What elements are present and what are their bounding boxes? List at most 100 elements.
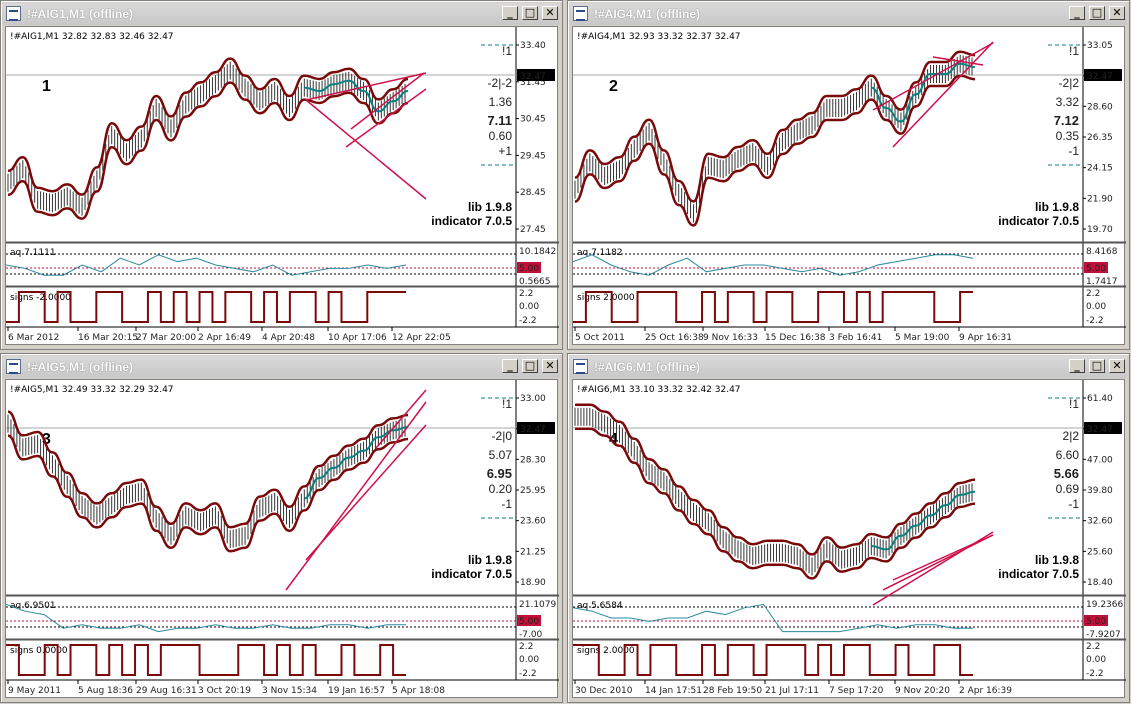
stat-value: 7.11	[487, 113, 512, 128]
close-button[interactable]: ✕	[1109, 359, 1125, 373]
x-tick-label: 28 Feb 19:50	[703, 686, 762, 696]
aq-level-badge	[517, 262, 541, 273]
lib-version-label: lib 1.9.8	[468, 200, 512, 214]
signs-label: signs 2.0000	[577, 293, 635, 303]
stat-value: 0.20	[489, 482, 513, 496]
close-button[interactable]: ✕	[542, 359, 558, 373]
maximize-button[interactable]: □	[522, 359, 538, 373]
symbol-header: !#AIG6,M1 33.10 33.32 32.42 32.47	[577, 385, 741, 395]
y-tick-label: 18.40	[1087, 578, 1113, 588]
y-tick-label: 28.45	[520, 188, 546, 198]
stat-value: !1	[1069, 44, 1079, 58]
current-price-badge	[517, 69, 555, 81]
y-tick-label: 28.30	[520, 455, 546, 465]
indicator-version-label: indicator 7.0.5	[431, 567, 512, 581]
y-tick-label: 33.05	[1087, 41, 1113, 51]
current-price-badge	[1084, 422, 1122, 434]
stat-value: -2|0	[492, 429, 513, 443]
maximize-button[interactable]: □	[1089, 359, 1105, 373]
aq-line	[573, 603, 973, 633]
signs-tick-label: -2.2	[1086, 316, 1104, 326]
x-tick-label: 2 Apr 16:49	[198, 333, 251, 343]
mid-line	[871, 490, 976, 551]
close-button[interactable]: ✕	[1109, 6, 1125, 20]
y-tick-label: 23.60	[520, 517, 546, 527]
minimize-button[interactable]: _	[502, 359, 518, 373]
upper-band-line	[7, 57, 409, 196]
window-title: !#AIG4,M1 (offline)	[594, 7, 701, 21]
symbol-header: !#AIG5,M1 32.49 33.32 32.29 32.47	[10, 385, 174, 395]
current-price-label: 32.47	[520, 72, 546, 82]
y-tick-label: 18.90	[520, 578, 546, 588]
chart-plot-area[interactable]: !#AIG1,M1 32.82 32.83 32.46 32.47 1 33.40 3…	[5, 26, 559, 345]
maximize-button[interactable]: □	[1089, 6, 1105, 20]
current-price-label: 32.47	[520, 425, 546, 435]
y-tick-label: 21.25	[520, 547, 546, 557]
aq-tick-label: 5.00	[519, 264, 539, 274]
chart-window[interactable]: !#AIG5,M1 (offline) _ □ ✕ !#AIG5,M1 32.49 33…	[0, 353, 563, 703]
lower-band-line	[7, 434, 409, 553]
chart-plot-area[interactable]: !#AIG4,M1 32.93 33.32 32.37 32.47 2 33.05 3…	[572, 26, 1126, 345]
y-tick-label: 25.60	[1087, 547, 1113, 557]
stat-value: 5.66	[1054, 466, 1079, 481]
signs-line	[573, 644, 973, 676]
x-tick-label: 9 Nov 20:20	[895, 686, 950, 696]
upper-band-line	[574, 50, 976, 203]
stat-value: -2|2	[1059, 76, 1080, 90]
close-button[interactable]: ✕	[542, 6, 558, 20]
trend-line	[932, 56, 984, 66]
aq-tick-label: 5.00	[1086, 264, 1106, 274]
chart-window[interactable]: !#AIG6,M1 (offline) _ □ ✕ !#AIG6,M1 33.10 33…	[567, 353, 1130, 703]
indicator-version-label: indicator 7.0.5	[998, 567, 1079, 581]
x-tick-label: 3 Nov 15:34	[262, 686, 317, 696]
window-title: !#AIG5,M1 (offline)	[27, 360, 134, 374]
chart-number-label: 3	[42, 431, 51, 448]
lib-version-label: lib 1.9.8	[1035, 553, 1079, 567]
chart-window[interactable]: !#AIG1,M1 (offline) _ □ ✕ !#AIG1,M1 32.82 32…	[0, 0, 563, 350]
aq-level-badge	[517, 615, 541, 626]
trend-line	[350, 72, 425, 130]
aq-tick-label: 5.00	[519, 617, 539, 627]
y-tick-label: 32.60	[1087, 517, 1113, 527]
lib-version-label: lib 1.9.8	[468, 553, 512, 567]
aq-tick-label: 0.5665	[519, 277, 551, 287]
chart-number-label: 4	[609, 431, 618, 448]
x-tick-label: 5 Apr 18:08	[392, 686, 445, 696]
signs-line	[573, 291, 973, 323]
maximize-button[interactable]: □	[522, 6, 538, 20]
x-tick-label: 16 Mar 20:15	[78, 333, 138, 343]
stat-value: -1	[1068, 497, 1079, 511]
aq-label: aq 7.1182	[577, 248, 623, 258]
title-bar[interactable]: !#AIG4,M1 (offline) _ □ ✕	[570, 3, 1127, 25]
trend-line	[872, 42, 994, 111]
trend-line	[375, 389, 427, 449]
stat-value: 0.69	[1056, 482, 1080, 496]
x-tick-label: 6 Mar 2012	[8, 333, 59, 343]
trend-line	[285, 401, 427, 591]
signs-tick-label: 0.00	[519, 655, 539, 665]
window-title: !#AIG1,M1 (offline)	[27, 7, 134, 21]
minimize-button[interactable]: _	[1069, 6, 1085, 20]
stat-value: 5.07	[489, 448, 513, 462]
minimize-button[interactable]: _	[1069, 359, 1085, 373]
chart-plot-area[interactable]: !#AIG5,M1 32.49 33.32 32.29 32.47 3 33.00 3…	[5, 379, 559, 698]
y-tick-label: 26.35	[1087, 133, 1113, 143]
chart-window[interactable]: !#AIG4,M1 (offline) _ □ ✕ !#AIG4,M1 32.93 33…	[567, 0, 1130, 350]
chart-plot-area[interactable]: !#AIG6,M1 33.10 33.32 32.42 32.47 4 61.40 5…	[572, 379, 1126, 698]
x-tick-label: 12 Apr 22:05	[392, 333, 451, 343]
x-tick-label: 4 Apr 20:48	[262, 333, 315, 343]
title-bar[interactable]: !#AIG1,M1 (offline) _ □ ✕	[3, 3, 560, 25]
stat-value: 1.36	[489, 95, 513, 109]
stat-value: 3.32	[1056, 95, 1080, 109]
stat-value: 7.12	[1054, 113, 1079, 128]
aq-tick-label: 5.00	[1086, 617, 1106, 627]
y-tick-label: 25.95	[520, 486, 546, 496]
y-tick-label: 61.40	[1087, 394, 1113, 404]
title-bar[interactable]: !#AIG6,M1 (offline) _ □ ✕	[570, 356, 1127, 378]
chart-window-icon	[573, 6, 588, 21]
title-bar[interactable]: !#AIG5,M1 (offline) _ □ ✕	[3, 356, 560, 378]
minimize-button[interactable]: _	[502, 6, 518, 20]
aq-label: aq 5.6584	[577, 601, 623, 611]
trend-line	[892, 534, 994, 581]
lower-band-line	[574, 74, 976, 227]
